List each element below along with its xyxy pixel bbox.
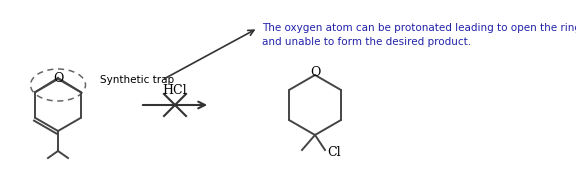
- Text: Synthetic trap: Synthetic trap: [100, 75, 174, 85]
- Text: The oxygen atom can be protonated leading to open the ring: The oxygen atom can be protonated leadin…: [262, 23, 576, 33]
- Text: and unable to form the desired product.: and unable to form the desired product.: [262, 37, 471, 47]
- Text: HCl: HCl: [162, 84, 187, 98]
- Text: Cl: Cl: [327, 145, 340, 158]
- Text: O: O: [310, 65, 320, 79]
- Text: O: O: [53, 72, 63, 84]
